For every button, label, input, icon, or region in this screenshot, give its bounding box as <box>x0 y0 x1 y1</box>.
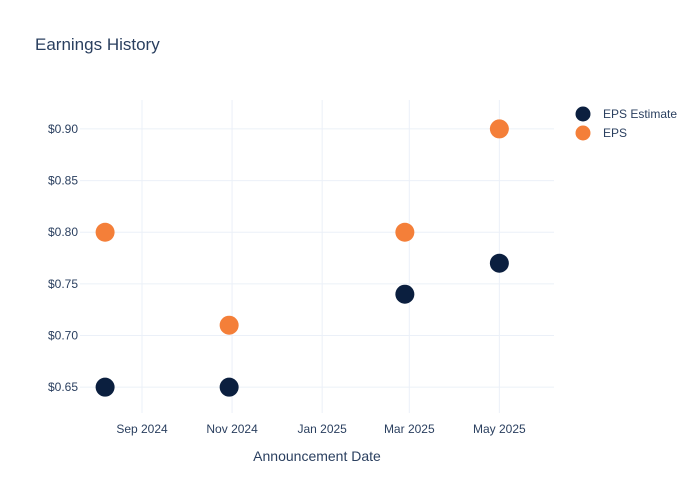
data-point[interactable] <box>219 315 239 335</box>
legend-marker-icon <box>575 125 591 141</box>
legend-label: EPS Estimate <box>603 107 677 121</box>
data-points <box>95 119 509 397</box>
x-tick-label: Sep 2024 <box>116 422 168 436</box>
x-axis-title: Announcement Date <box>253 448 381 464</box>
legend-label: EPS <box>603 126 627 140</box>
y-tick-label: $0.70 <box>48 329 78 343</box>
legend[interactable]: EPS Estimate EPS <box>575 106 678 141</box>
legend-marker-icon <box>575 106 591 122</box>
data-point[interactable] <box>219 377 239 397</box>
data-point[interactable] <box>95 222 115 242</box>
data-point[interactable] <box>395 284 415 304</box>
series-eps <box>95 119 509 335</box>
x-tick-label: Nov 2024 <box>206 422 258 436</box>
y-tick-label: $0.65 <box>48 380 78 394</box>
legend-item[interactable]: EPS Estimate <box>575 106 678 122</box>
y-tick-label: $0.85 <box>48 174 78 188</box>
data-point[interactable] <box>95 377 115 397</box>
y-tick-label: $0.80 <box>48 225 78 239</box>
y-axis-ticks: $0.65 $0.70 $0.75 $0.80 $0.85 $0.90 <box>48 122 78 394</box>
grid-lines <box>80 100 554 413</box>
y-tick-label: $0.75 <box>48 277 78 291</box>
chart-title: Earnings History <box>35 35 160 54</box>
y-tick-label: $0.90 <box>48 122 78 136</box>
x-tick-label: Jan 2025 <box>297 422 347 436</box>
legend-item[interactable]: EPS <box>575 125 628 141</box>
x-axis-ticks: Sep 2024 Nov 2024 Jan 2025 Mar 2025 May 2025 <box>116 422 526 436</box>
series-eps-estimate <box>95 253 509 397</box>
data-point[interactable] <box>489 119 509 139</box>
data-point[interactable] <box>395 222 415 242</box>
x-tick-label: Mar 2025 <box>384 422 435 436</box>
data-point[interactable] <box>489 253 509 273</box>
x-tick-label: May 2025 <box>473 422 526 436</box>
